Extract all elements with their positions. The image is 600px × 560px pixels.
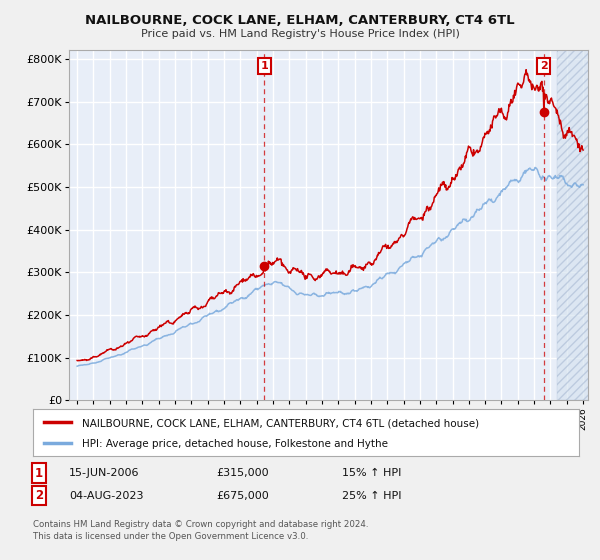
Text: Contains HM Land Registry data © Crown copyright and database right 2024.
This d: Contains HM Land Registry data © Crown c… (33, 520, 368, 541)
Text: 1: 1 (260, 61, 268, 71)
Bar (557, 50, 591, 400)
Text: HPI: Average price, detached house, Folkestone and Hythe: HPI: Average price, detached house, Folk… (82, 439, 388, 449)
Text: 15% ↑ HPI: 15% ↑ HPI (342, 468, 401, 478)
Text: NAILBOURNE, COCK LANE, ELHAM, CANTERBURY, CT4 6TL (detached house): NAILBOURNE, COCK LANE, ELHAM, CANTERBURY… (82, 418, 479, 428)
Text: 25% ↑ HPI: 25% ↑ HPI (342, 491, 401, 501)
Text: 2: 2 (540, 61, 548, 71)
Text: Price paid vs. HM Land Registry's House Price Index (HPI): Price paid vs. HM Land Registry's House … (140, 29, 460, 39)
Text: 1: 1 (35, 466, 43, 480)
Text: £675,000: £675,000 (216, 491, 269, 501)
Text: 04-AUG-2023: 04-AUG-2023 (69, 491, 143, 501)
Text: 15-JUN-2006: 15-JUN-2006 (69, 468, 139, 478)
Text: £315,000: £315,000 (216, 468, 269, 478)
Text: 2: 2 (35, 489, 43, 502)
Text: NAILBOURNE, COCK LANE, ELHAM, CANTERBURY, CT4 6TL: NAILBOURNE, COCK LANE, ELHAM, CANTERBURY… (85, 14, 515, 27)
